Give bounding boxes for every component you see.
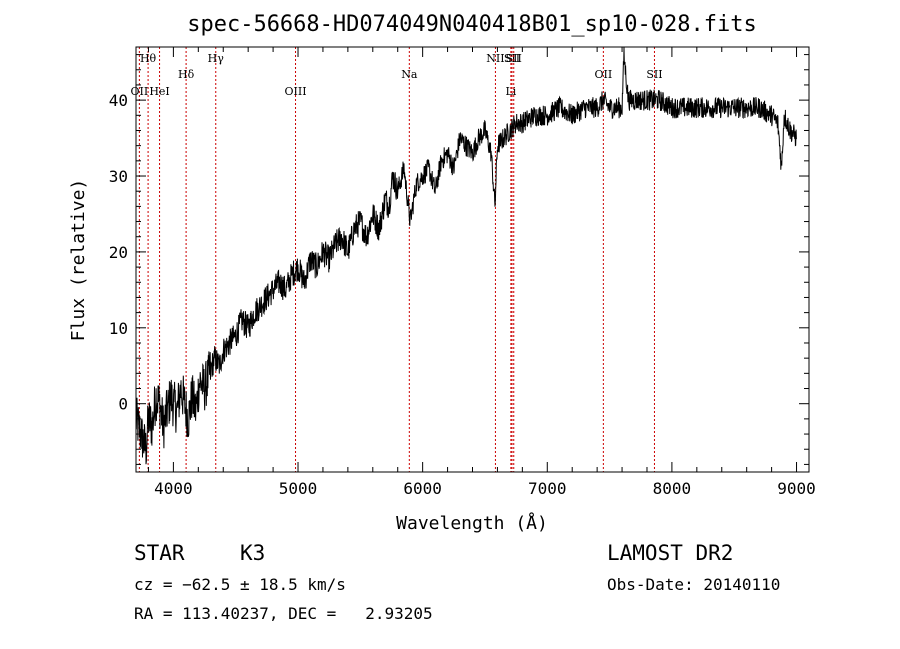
x-tick-label: 4000 [154,479,193,498]
x-tick-label: 7000 [528,479,567,498]
spectrum-line [135,46,797,465]
y-tick-label: 40 [109,91,128,110]
spectral-line-label: SII [506,52,522,65]
x-tick-label: 5000 [279,479,318,498]
spectral-line-label: OIII [284,85,306,98]
chart-title: spec-56668-HD074049N040418B01_sp10-028.f… [187,12,757,37]
axes: 4000 5000 6000 7000 8000 9000 0 10 20 30 40 [109,47,816,498]
y-axis-label: Flux (relative) [68,179,89,342]
object-class: STAR [134,541,185,565]
spectral-line-label: OII [131,85,149,98]
coordinates: RA = 113.40237, DEC = 2.93205 [134,604,433,623]
spectral-line-label: Li [505,85,516,98]
y-tick-label: 0 [118,395,128,414]
spectral-line-label: Na [401,68,418,81]
spectral-line-label: HeI [149,85,169,98]
plot-frame [135,46,810,473]
x-axis-label: Wavelength (Å) [396,512,548,534]
survey-name: LAMOST DR2 [607,541,733,565]
spectral-line-label: Hδ [178,68,195,81]
spectral-line-label: OII [595,68,613,81]
spectral-line-label: NII [486,52,504,65]
x-tick-label: 6000 [403,479,442,498]
y-tick-label: 30 [109,167,128,186]
object-subclass: K3 [240,541,265,565]
x-tick-label: 8000 [653,479,692,498]
spectral-line-label: SII [504,52,520,65]
observation-date: Obs-Date: 20140110 [607,575,780,594]
spectral-line-label: Hθ [140,52,157,65]
spectral-line-label: Hγ [208,52,225,65]
redshift-velocity: cz = −62.5 ± 18.5 km/s [134,575,346,594]
x-tick-label: 9000 [777,479,816,498]
spectral-line-label: SII [646,68,662,81]
y-tick-label: 20 [109,243,128,262]
spectrum-series [135,46,797,465]
y-tick-label: 10 [109,319,128,338]
